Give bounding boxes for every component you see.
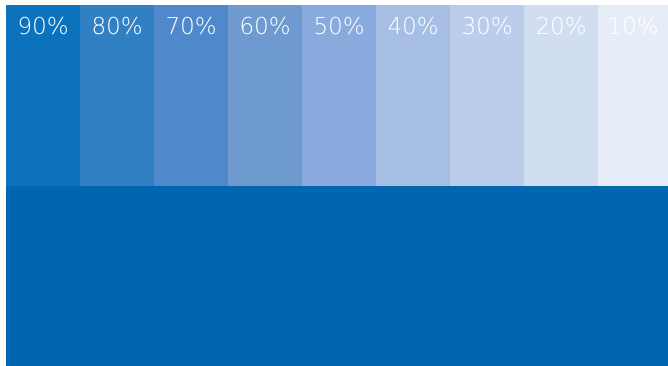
tint-swatch-40: 40% <box>376 5 450 186</box>
tint-row: 90% 80% 70% 60% 50% 40% 30% 20% 10% <box>6 5 668 186</box>
color-palette: 90% 80% 70% 60% 50% 40% 30% 20% 10% <box>6 5 668 366</box>
tint-swatch-80: 80% <box>80 5 154 186</box>
tint-swatch-90: 90% <box>6 5 80 186</box>
tint-swatch-60: 60% <box>228 5 302 186</box>
tint-swatch-10: 10% <box>598 5 668 186</box>
tint-swatch-20: 20% <box>524 5 598 186</box>
tint-swatch-50: 50% <box>302 5 376 186</box>
tint-swatch-30: 30% <box>450 5 524 186</box>
base-color-swatch <box>6 186 668 366</box>
tint-swatch-70: 70% <box>154 5 228 186</box>
